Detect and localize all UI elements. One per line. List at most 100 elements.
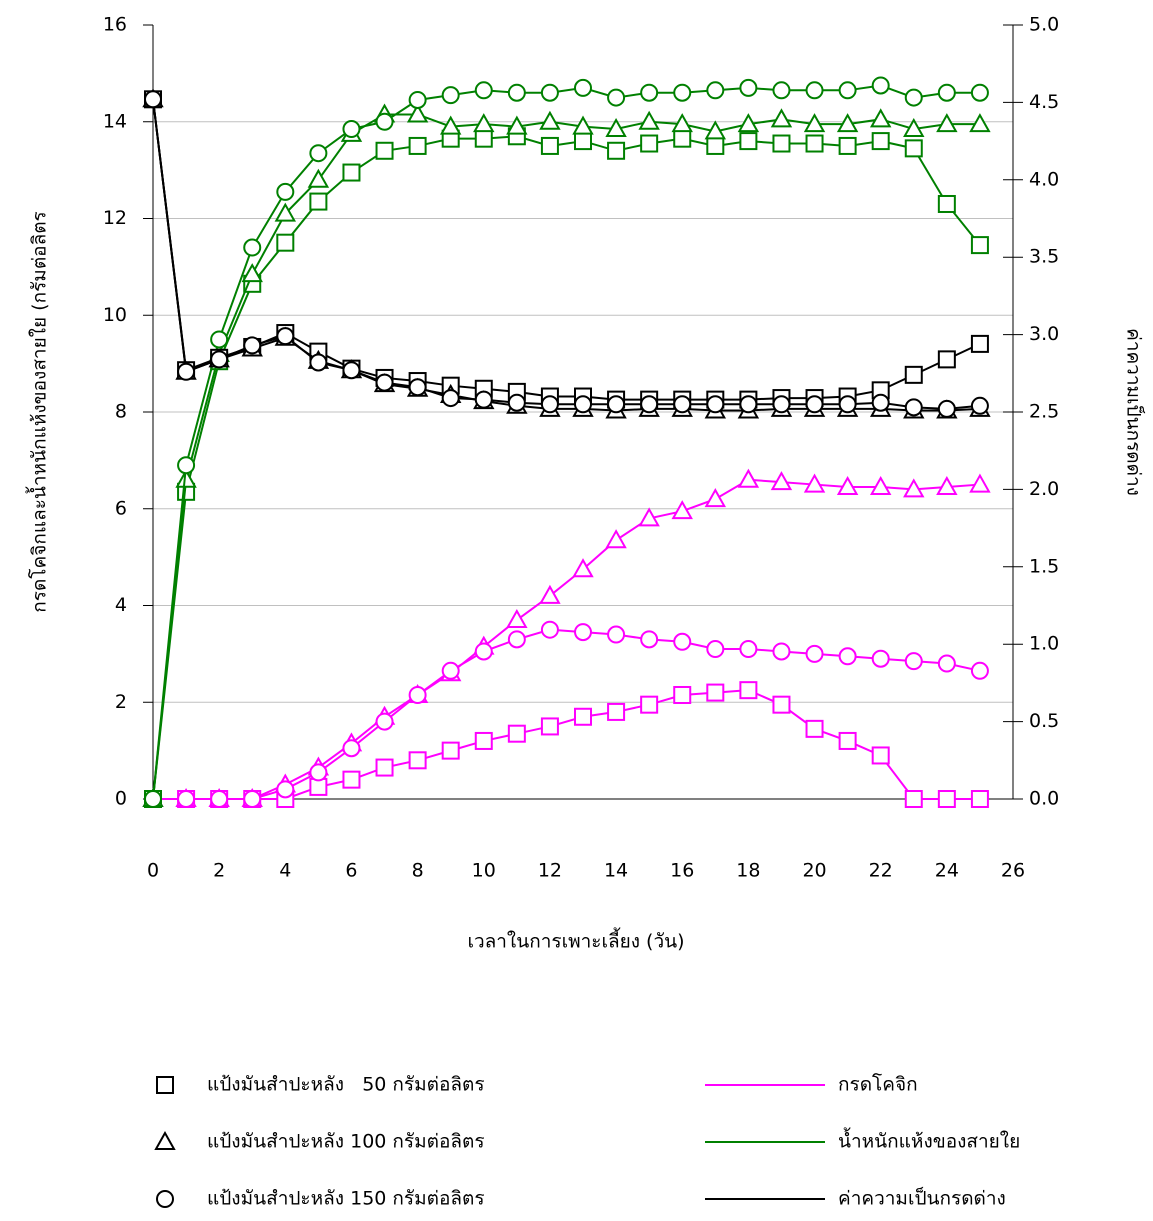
marker: [906, 653, 922, 669]
marker: [641, 85, 657, 101]
x-tick-label: 12: [538, 860, 562, 882]
marker: [608, 627, 624, 643]
marker: [840, 82, 856, 98]
marker: [377, 760, 393, 776]
marker: [641, 396, 657, 412]
x-tick-label: 20: [802, 860, 826, 882]
marker: [641, 697, 657, 713]
marker: [509, 85, 525, 101]
marker: [773, 82, 789, 98]
marker: [410, 92, 426, 108]
marker: [542, 718, 558, 734]
marker: [674, 687, 690, 703]
x-tick-label: 16: [670, 860, 694, 882]
marker: [972, 336, 988, 352]
x-tick-label: 14: [604, 860, 628, 882]
marker: [740, 682, 756, 698]
marker: [674, 396, 690, 412]
legend-label: แป้งมันสำปะหลัง 150 กรัมต่อลิตร: [207, 1188, 485, 1210]
marker: [377, 114, 393, 130]
marker: [707, 396, 723, 412]
marker: [840, 138, 856, 154]
marker: [807, 136, 823, 152]
marker: [906, 90, 922, 106]
marker: [740, 396, 756, 412]
marker: [873, 133, 889, 149]
marker: [476, 643, 492, 659]
marker: [840, 648, 856, 664]
marker: [608, 143, 624, 159]
marker: [244, 240, 260, 256]
marker: [542, 396, 558, 412]
marker: [840, 733, 856, 749]
marker: [773, 396, 789, 412]
marker: [244, 337, 260, 353]
legend-symbol: [156, 1133, 174, 1149]
marker: [509, 726, 525, 742]
y2-tick-label: 3.5: [1029, 246, 1059, 268]
x-tick-label: 2: [213, 860, 225, 882]
marker: [972, 237, 988, 253]
y-tick-label: 12: [103, 207, 127, 229]
y-tick-label: 16: [103, 14, 127, 36]
marker: [608, 396, 624, 412]
marker: [641, 631, 657, 647]
marker: [673, 502, 691, 518]
marker: [873, 651, 889, 667]
y-tick-label: 6: [115, 497, 127, 519]
legend-symbol: [157, 1077, 173, 1093]
marker: [509, 395, 525, 411]
legend-label: แป้งมันสำปะหลัง 100 กรัมต่อลิตร: [207, 1131, 485, 1153]
legend-label: กรดโคจิก: [838, 1073, 918, 1096]
marker: [575, 709, 591, 725]
x-axis-title: เวลาในการเพาะเลี้ยง (วัน): [467, 928, 684, 953]
marker: [972, 791, 988, 807]
marker: [971, 476, 989, 492]
marker: [807, 396, 823, 412]
marker: [906, 791, 922, 807]
marker: [277, 184, 293, 200]
marker: [939, 791, 955, 807]
y2-tick-label: 4.5: [1029, 91, 1059, 113]
marker: [674, 85, 690, 101]
marker: [740, 133, 756, 149]
marker: [277, 328, 293, 344]
marker: [410, 379, 426, 395]
marker: [343, 121, 359, 137]
y2-tick-label: 2.5: [1029, 401, 1059, 423]
marker: [607, 531, 625, 547]
marker: [542, 622, 558, 638]
marker: [178, 364, 194, 380]
marker: [873, 747, 889, 763]
marker: [541, 113, 559, 129]
marker: [377, 143, 393, 159]
y2-tick-label: 1.0: [1029, 633, 1059, 655]
marker: [608, 90, 624, 106]
marker: [939, 656, 955, 672]
marker: [476, 733, 492, 749]
marker: [840, 396, 856, 412]
marker: [641, 136, 657, 152]
marker: [939, 196, 955, 212]
marker: [906, 399, 922, 415]
marker: [972, 663, 988, 679]
marker: [309, 171, 327, 187]
y2-tick-label: 2.0: [1029, 478, 1059, 500]
legend-label: ค่าความเป็นกรดด่าง: [838, 1186, 1006, 1210]
marker: [706, 490, 724, 506]
marker: [740, 641, 756, 657]
marker: [443, 390, 459, 406]
y2-tick-label: 5.0: [1029, 14, 1059, 36]
legend-label: แป้งมันสำปะหลัง 50 กรัมต่อลิตร: [207, 1074, 485, 1096]
marker: [244, 791, 260, 807]
marker: [310, 354, 326, 370]
marker: [443, 663, 459, 679]
marker: [343, 740, 359, 756]
marker: [443, 743, 459, 759]
marker: [475, 115, 493, 131]
marker: [509, 631, 525, 647]
marker: [541, 587, 559, 603]
x-tick-label: 8: [412, 860, 424, 882]
marker: [410, 138, 426, 154]
marker: [575, 80, 591, 96]
